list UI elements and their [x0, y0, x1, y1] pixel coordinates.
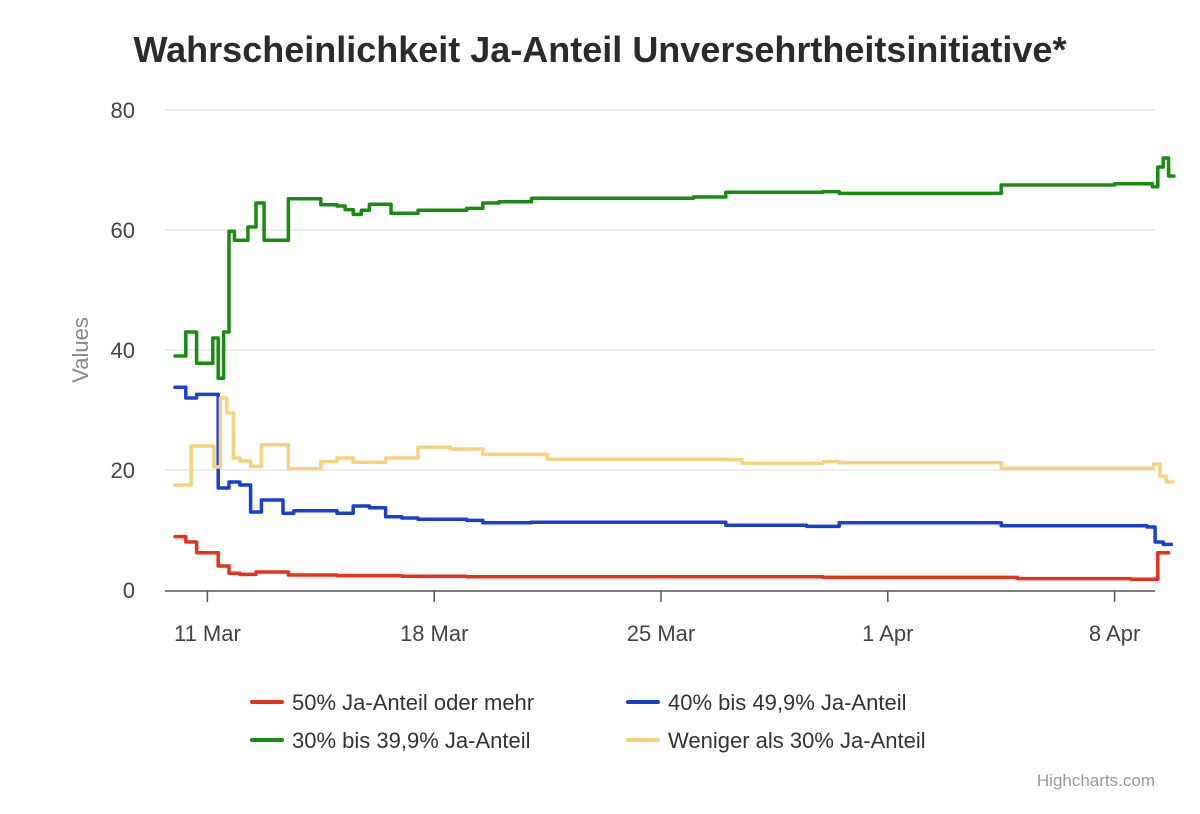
y-tick-label: 80	[111, 98, 135, 123]
x-tick-label: 1 Apr	[862, 621, 913, 646]
y-tick-label: 40	[111, 338, 135, 363]
legend[interactable]: 50% Ja-Anteil oder mehr 40% bis 49,9% Ja-…	[250, 690, 926, 753]
series-line[interactable]	[173, 534, 1171, 581]
y-tick-label: 60	[111, 218, 135, 243]
chart-title: Wahrscheinlichkeit Ja-Anteil Unversehrth…	[134, 29, 1067, 70]
series-line[interactable]	[173, 385, 1174, 547]
y-axis-title: Values	[68, 317, 93, 383]
series-line[interactable]	[173, 156, 1176, 380]
legend-item[interactable]: 40% bis 49,9% Ja-Anteil	[626, 690, 906, 715]
axes: 0 20 40 60 80 11 Mar 18 Mar 25 Mar 1 Apr 8 Apr	[111, 98, 1155, 646]
legend-label: 40% bis 49,9% Ja-Anteil	[668, 690, 906, 715]
grid	[165, 109, 1155, 471]
x-tick-label: 11 Mar	[174, 621, 241, 646]
legend-item[interactable]: 50% Ja-Anteil oder mehr	[250, 690, 534, 715]
legend-item[interactable]: Weniger als 30% Ja-Anteil	[626, 728, 926, 753]
x-tick-label: 8 Apr	[1089, 621, 1140, 646]
legend-label: 30% bis 39,9% Ja-Anteil	[292, 728, 530, 753]
series-line[interactable]	[173, 396, 1175, 487]
legend-label: 50% Ja-Anteil oder mehr	[292, 690, 534, 715]
credit-link[interactable]: Highcharts.com	[1037, 771, 1155, 790]
x-tick-label: 18 Mar	[400, 621, 468, 646]
series-group	[173, 156, 1176, 581]
legend-item[interactable]: 30% bis 39,9% Ja-Anteil	[250, 728, 530, 753]
x-tick-label: 25 Mar	[627, 621, 695, 646]
y-tick-label: 20	[111, 458, 135, 483]
y-tick-label: 0	[123, 578, 135, 603]
legend-label: Weniger als 30% Ja-Anteil	[668, 728, 926, 753]
